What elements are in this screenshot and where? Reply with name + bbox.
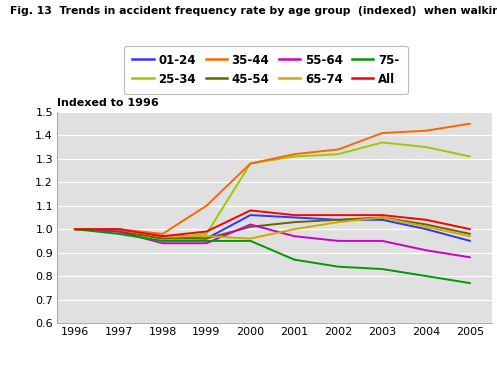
Text: Indexed to 1996: Indexed to 1996 [57,98,159,108]
Text: Fig. 13  Trends in accident frequency rate by age group  (indexed)  when walking: Fig. 13 Trends in accident frequency rat… [10,6,497,15]
Legend: 01-24, 25-34, 35-44, 45-54, 55-64, 65-74, 75-, All: 01-24, 25-34, 35-44, 45-54, 55-64, 65-74… [124,46,408,94]
